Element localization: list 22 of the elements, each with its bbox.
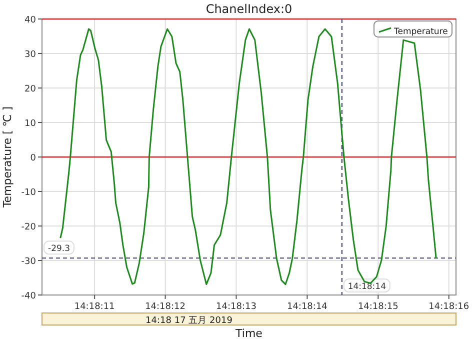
y-tick-label: -40 bbox=[21, 292, 36, 302]
y-tick-label: -30 bbox=[21, 257, 36, 267]
text: 14:18 17 五月 2019 bbox=[146, 316, 233, 326]
ref-line-label: -29.3 bbox=[48, 244, 70, 254]
chart-title: ChanelIndex:0 bbox=[206, 2, 292, 16]
x-tick-label: 14:18:16 bbox=[428, 302, 470, 312]
y-tick-label: -20 bbox=[21, 222, 36, 232]
y-tick-label: 30 bbox=[24, 50, 36, 60]
x-tick-label: 14:18:15 bbox=[358, 302, 398, 312]
y-tick-label: 20 bbox=[24, 84, 36, 94]
y-tick-label: 0 bbox=[30, 154, 36, 164]
y-tick-label: -10 bbox=[21, 188, 36, 198]
legend-label: Temperature bbox=[393, 27, 448, 37]
x-tick-label: 14:18:14 bbox=[286, 302, 328, 312]
ref-line-label: 14:18:14 bbox=[348, 282, 386, 292]
y-tick-label: 10 bbox=[24, 119, 36, 129]
x-tick-label: 14:18:13 bbox=[216, 302, 256, 312]
x-axis-title: Time bbox=[234, 327, 263, 339]
y-tick-label: 40 bbox=[24, 16, 36, 26]
x-tick-label: 14:18:11 bbox=[74, 302, 115, 312]
y-axis-title: Temperature [ ℃ ] bbox=[1, 106, 14, 209]
x-tick-label: 14:18:12 bbox=[145, 302, 186, 312]
